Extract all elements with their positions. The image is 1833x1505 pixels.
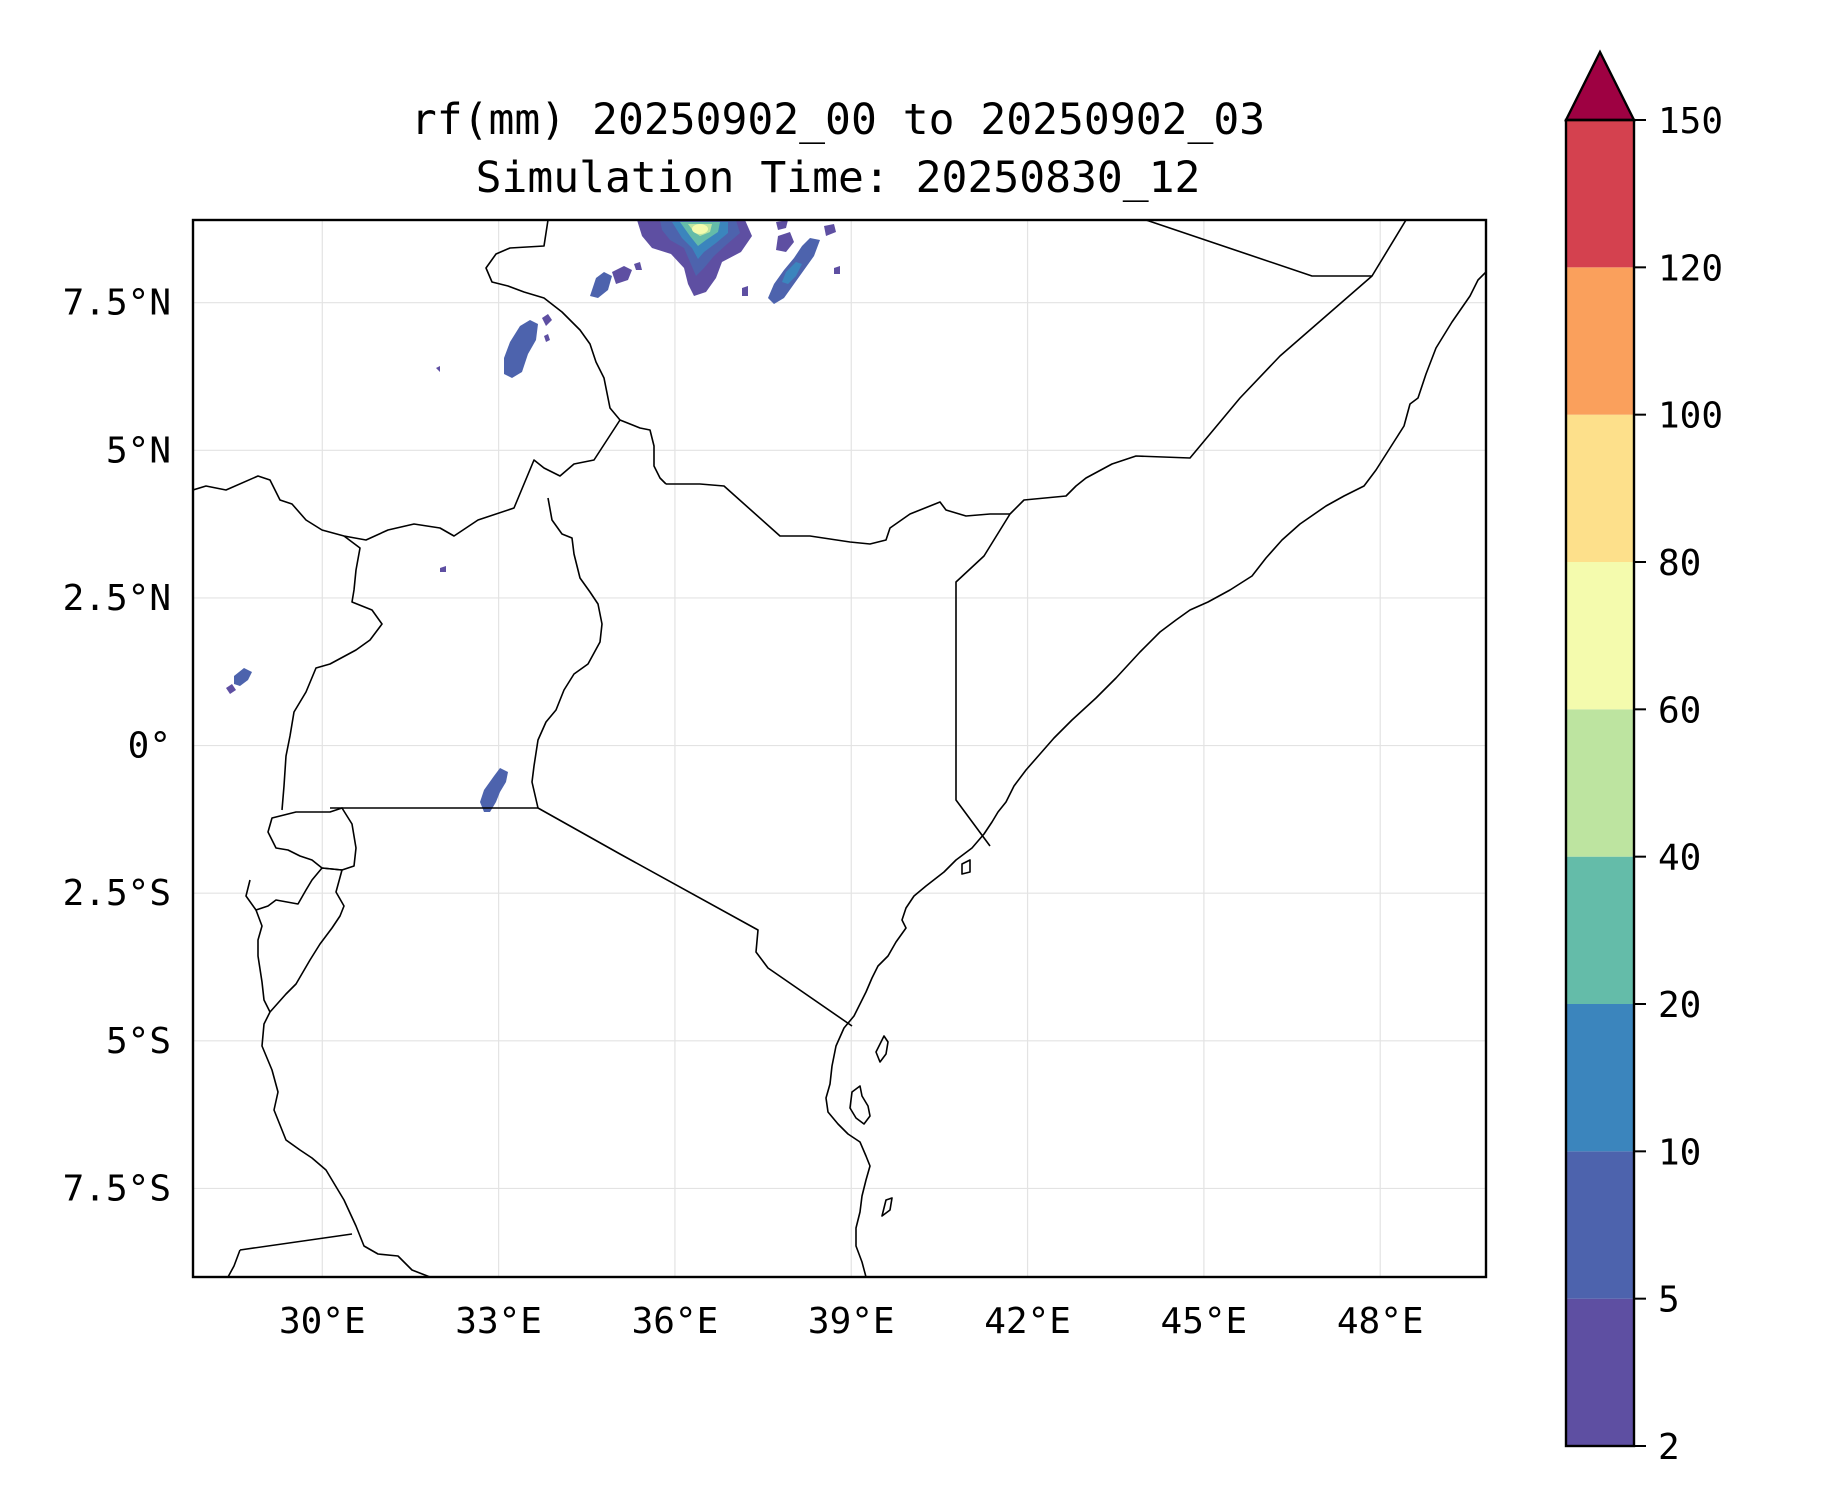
x-tick-label: 33°E [455,1301,542,1342]
colorbar-tick-label: 2 [1658,1427,1680,1468]
rain-cell-ethiopia-small-3 [834,266,840,274]
y-tick-label: 5°S [106,1021,171,1062]
colorbar-tick-label: 60 [1658,690,1701,731]
rainfall-layer [226,220,840,812]
border-ethiopia-somalia [1009,220,1407,515]
colorbar-tick-label: 100 [1658,396,1723,437]
colorbar-tick-label: 120 [1658,248,1723,289]
x-tick-label: 30°E [279,1301,366,1342]
coast-east-africa [825,271,1486,1277]
y-tick-label: 2.5°S [63,873,171,914]
colorbar-segment [1566,709,1634,857]
colorbar-segment [1566,267,1634,415]
x-tick-label: 45°E [1161,1301,1248,1342]
rain-cell-south-sudan-north-2 [612,266,632,284]
rain-cell-lake-victoria [480,768,508,812]
border-rwanda [267,807,357,871]
border-drc-tanzania [245,879,257,911]
colorbar-segment [1566,562,1634,710]
colorbar-segment [1566,856,1634,1004]
map-area[interactable] [193,220,1486,1277]
rain-cell-ethiopia-small-2 [824,224,836,236]
rain-cell-misc-2 [440,566,446,572]
border-tanzania-west [261,1011,431,1277]
y-axis-ticks: 7.5°N 5°N 2.5°N 0° 2.5°S 5°S 7.5°S [63,283,171,1210]
colorbar: 2 5 10 20 40 60 80 100 120 150 [1564,49,1723,1468]
border-ethiopia-kenya [666,483,1010,545]
title-line-2: Simulation Time: 20250830_12 [476,153,1201,203]
rain-cell-south-sudan-north [590,272,612,298]
colorbar-tick-label: 150 [1658,101,1723,142]
border-south-sudan-uganda [193,419,621,541]
rain-cell-ethiopia-small-1 [776,232,794,252]
x-tick-label: 42°E [984,1301,1071,1342]
country-borders [193,220,1407,1277]
colorbar-tick-label: 10 [1658,1132,1701,1173]
rain-cell-drc [234,668,252,686]
coast-mafia [881,1197,893,1217]
rain-cell-drc-2 [226,684,236,694]
border-drc-uganda [281,535,383,811]
rain-cell-south-sudan-north-3 [634,262,642,270]
y-tick-label: 5°N [106,430,171,471]
rain-cell-misc [436,366,440,372]
colorbar-segment [1566,1298,1634,1446]
border-ethiopia-somaliland [1145,220,1372,277]
colorbar-extend-triangle [1564,49,1636,122]
rain-cell-ethiopia-small-4 [776,220,788,230]
colorbar-segment [1566,1151,1634,1299]
map-frame [191,218,1488,1279]
rain-cell-ethiopia-small-5 [742,286,748,296]
coast-zanzibar [849,1085,871,1125]
colorbar-segment [1566,414,1634,562]
colorbar-tick-label: 5 [1658,1280,1680,1321]
colorbar-tick-label: 40 [1658,838,1701,879]
x-tick-label: 36°E [632,1301,719,1342]
x-tick-label: 48°E [1337,1301,1424,1342]
gridlines [193,220,1486,1277]
border-burundi [255,867,345,1013]
coast-pemba [875,1035,889,1063]
y-tick-label: 2.5°N [63,578,171,619]
border-uganda-kenya [531,497,603,809]
colorbar-segment [1566,120,1634,268]
rain-cell-south-sudan-east-3 [544,334,550,342]
rain-cell-ethiopia-east-core [782,262,802,284]
y-tick-label: 0° [128,726,171,767]
rain-cell-ethiopia-west-top [692,224,708,234]
border-kenya-somalia [955,513,1011,847]
coast-lamu [961,859,971,875]
rain-cell-south-sudan-east-2 [542,314,552,326]
border-south-sudan-ethiopia [485,220,667,485]
y-tick-label: 7.5°S [63,1168,171,1209]
colorbar-tick-label: 80 [1658,543,1701,584]
x-axis-ticks: 30°E 33°E 36°E 39°E 42°E 45°E 48°E [279,1301,1424,1342]
colorbar-tick-label: 20 [1658,985,1701,1026]
colorbar-frame [1564,118,1636,1448]
rain-cell-south-sudan-east [504,320,538,378]
coastlines [825,271,1486,1277]
border-kenya-tanzania [537,807,853,1027]
map-background [193,220,1486,1277]
x-tick-label: 39°E [808,1301,895,1342]
title-line-1: rf(mm) 20250902_00 to 20250902_03 [411,95,1265,145]
y-tick-label: 7.5°N [63,283,171,324]
border-zambia-corner [227,1249,241,1277]
colorbar-segment [1566,1004,1634,1152]
border-tanzania-zambia [239,1233,353,1251]
